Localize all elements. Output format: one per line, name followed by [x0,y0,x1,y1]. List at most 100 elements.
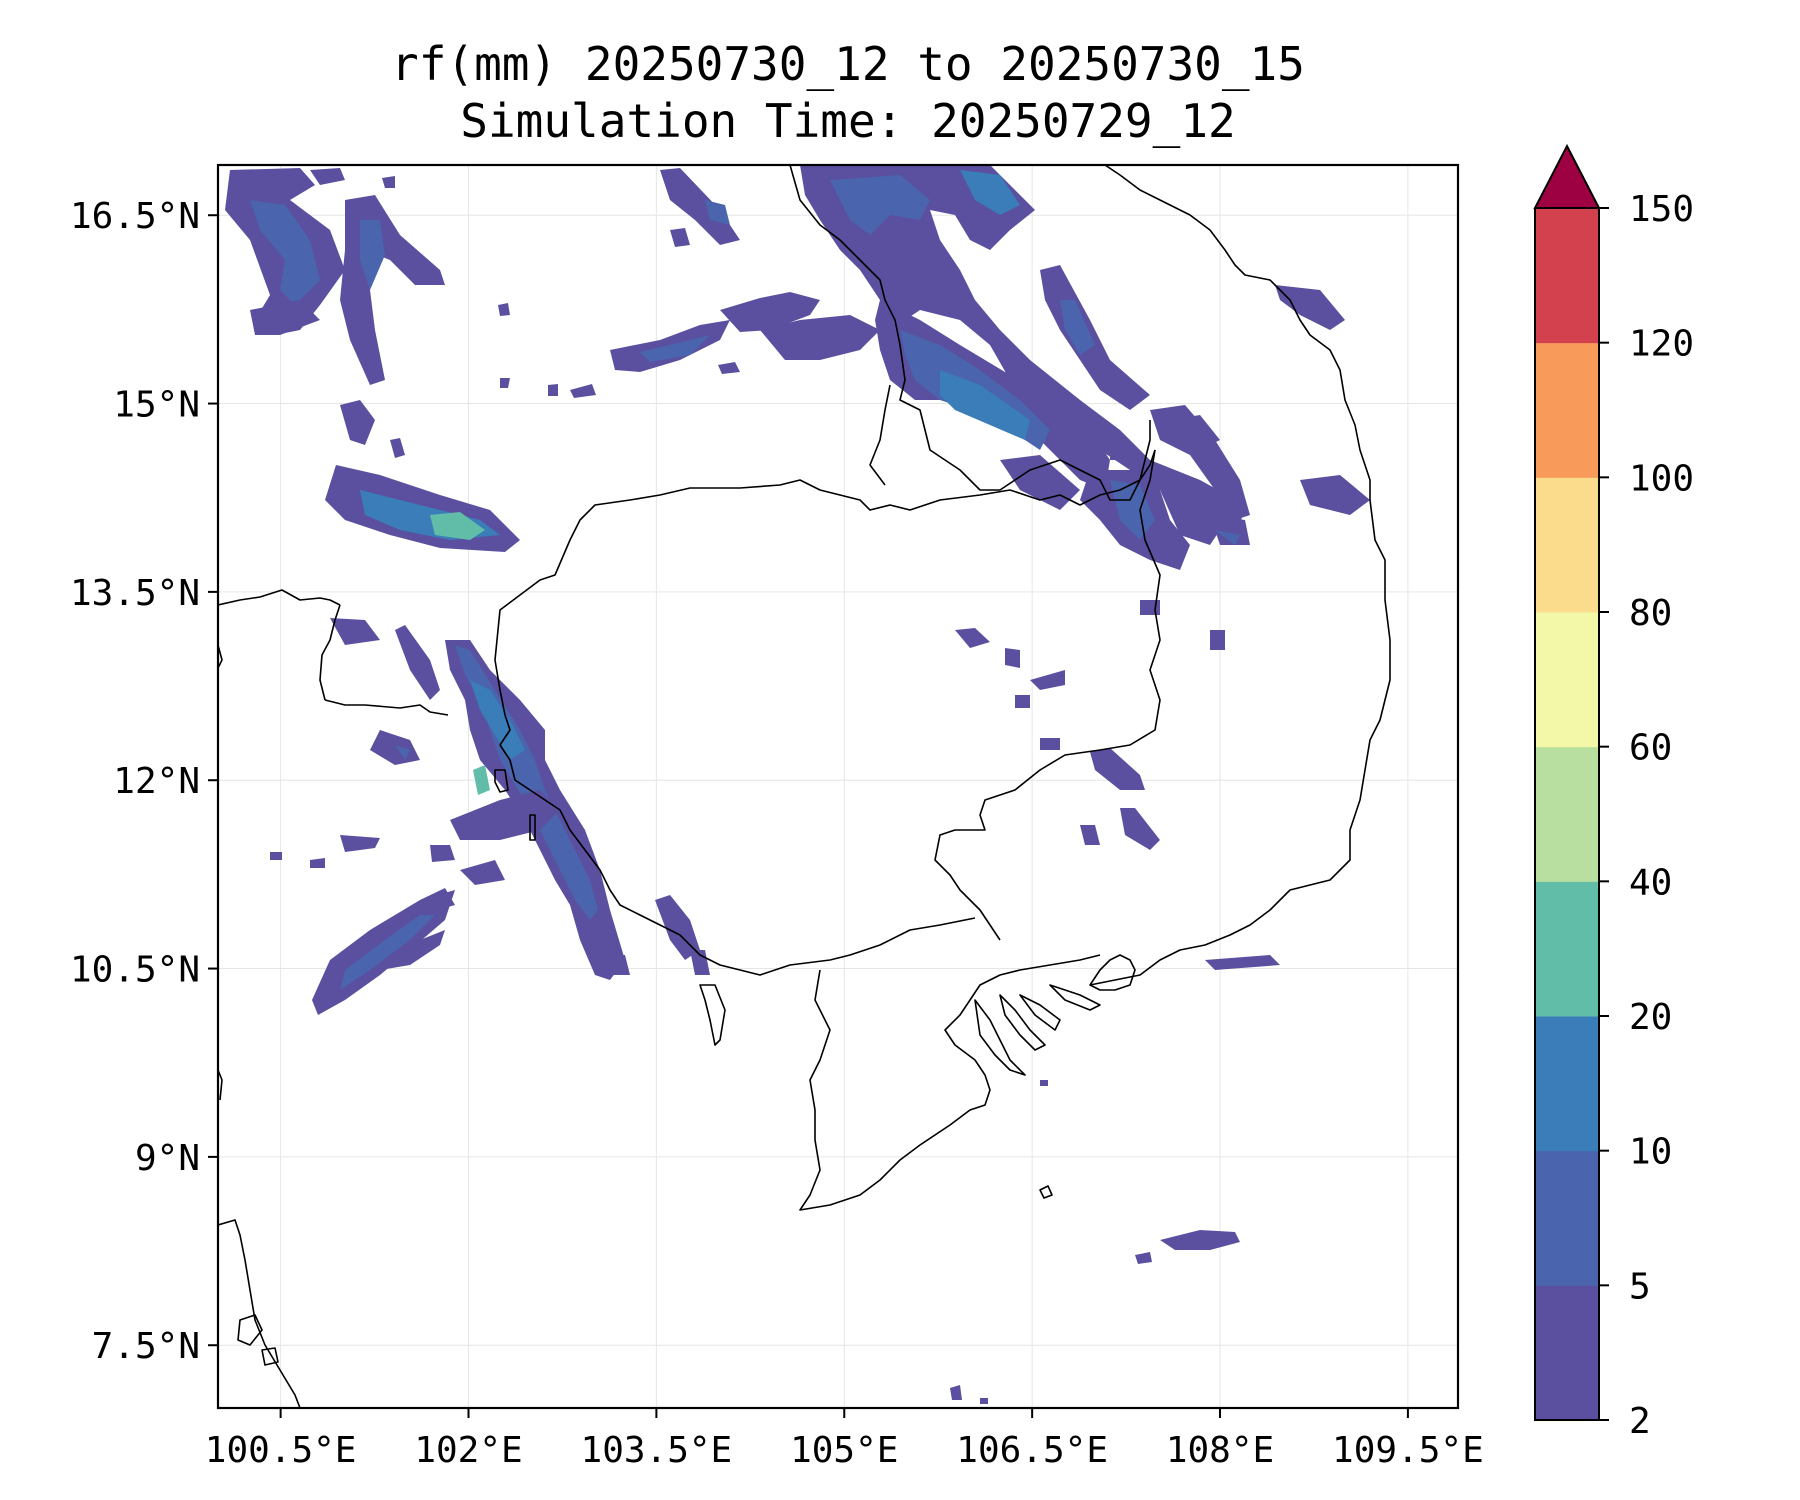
lon-tick-label: 102°E [414,1430,522,1471]
rain-area [380,930,445,970]
rain-area [1160,1230,1240,1250]
rain-area [340,835,380,852]
rain-area [370,730,420,765]
rain-area [310,858,325,868]
rain-area [705,200,730,225]
rain-area [1005,648,1020,668]
colorbar-extend-triangle [1533,143,1601,209]
rain-area [340,915,435,990]
map-panel: 100.5°E 102°E 103.5°E 105°E 106.5°E 108°E 109.… [70,163,1484,1471]
colorbar-segment [1535,881,1599,1017]
border-line [324,699,449,716]
colorbar-segment [1535,1150,1599,1286]
rain-area [395,625,440,700]
rain-area [1040,738,1060,750]
map-frame [216,163,1460,1410]
map-gridlines [218,165,1458,1408]
coastline [1039,1185,1053,1199]
rain-area [1040,1080,1048,1086]
colorbar-segment [1535,208,1599,344]
colorbar-tick-label: 40 [1629,862,1672,903]
coastline [1049,984,1101,1011]
rain-area [1110,440,1130,460]
lat-tick-label: 16.5°N [70,196,200,237]
map-background [218,165,1458,1408]
rain-area [1120,808,1160,850]
coastline [999,994,1046,1051]
rain-area [498,303,510,316]
colorbar-segment [1535,342,1599,478]
rain-area [960,170,1020,215]
map-title-line-1: rf(mm) 20250730_12 to 20250730_15 [391,37,1305,91]
colorbar-segment [1535,612,1599,748]
border-line [789,165,1151,501]
lon-tick-label: 103.5°E [581,1430,733,1471]
rain-area [500,378,510,388]
rain-area [1150,405,1250,520]
rain-area [270,852,282,860]
latitude-ticks: 16.5°N 15°N 13.5°N 12°N 10.5°N 9°N 7.5°N [70,196,218,1367]
rain-area [640,335,710,362]
colorbar-segment [1535,1016,1599,1152]
rain-area [340,400,375,445]
lon-tick-label: 105°E [790,1430,898,1471]
rain-area [548,384,558,396]
rain-area [670,228,690,247]
rain-area [1205,955,1280,970]
colorbar-segment [1535,1285,1599,1421]
rain-area [1300,475,1370,515]
rain-area [760,315,880,360]
border-line [499,744,976,976]
rain-area [605,955,630,975]
rain-area [470,680,525,760]
rain-area [1080,825,1100,845]
rain-area [950,1385,962,1400]
lat-tick-label: 7.5°N [92,1326,200,1367]
lon-tick-label: 106.5°E [956,1430,1108,1471]
longitude-ticks: 100.5°E 102°E 103.5°E 105°E 106.5°E 108°E 109.… [205,1408,1484,1471]
rain-area [390,438,405,458]
coastline [218,1219,301,1408]
rain-area [660,168,740,245]
rain-area [1140,600,1160,615]
rain-area [860,240,900,300]
colorbar: 2 5 10 20 40 60 80 100 120 150 [1533,143,1694,1442]
lon-tick-label: 100.5°E [205,1430,357,1471]
rain-area [430,512,485,540]
rain-area [395,745,410,760]
rain-area [570,384,596,398]
border-line [869,384,891,486]
rain-area [1030,670,1065,690]
border-line [934,449,1161,941]
lon-tick-label: 109.5°E [1332,1430,1484,1471]
colorbar-tick-label: 20 [1629,997,1672,1038]
rain-area [360,220,385,290]
colorbar-tick-label: 150 [1629,189,1694,230]
coastline [218,1069,223,1101]
rain-area [1210,515,1250,545]
colorbar-frame [1534,208,1600,1421]
rain-area [1215,530,1240,545]
lat-tick-label: 9°N [135,1138,200,1179]
coastline [494,769,509,793]
coastline [799,954,1101,1211]
rain-area [1015,695,1030,708]
colorbar-tick-label: 10 [1629,1132,1672,1173]
rain-area [940,370,1030,440]
coastline [218,644,223,669]
lat-tick-label: 10.5°N [70,950,200,991]
colorbar-tick-label: 60 [1629,728,1672,769]
rain-area [250,200,320,305]
colorbar-tick-label: 120 [1629,324,1694,365]
map-title-line-2: Simulation Time: 20250729_12 [460,94,1235,148]
rain-area [800,165,1245,525]
rain-area [430,845,455,862]
lat-tick-label: 13.5°N [70,573,200,614]
lat-tick-label: 15°N [113,385,200,426]
rain-area [310,168,345,185]
colorbar-tick-label: 5 [1629,1266,1651,1307]
border-line [319,604,341,701]
coastline [1019,994,1061,1031]
coastline [529,814,536,841]
lon-tick-label: 108°E [1166,1430,1274,1471]
